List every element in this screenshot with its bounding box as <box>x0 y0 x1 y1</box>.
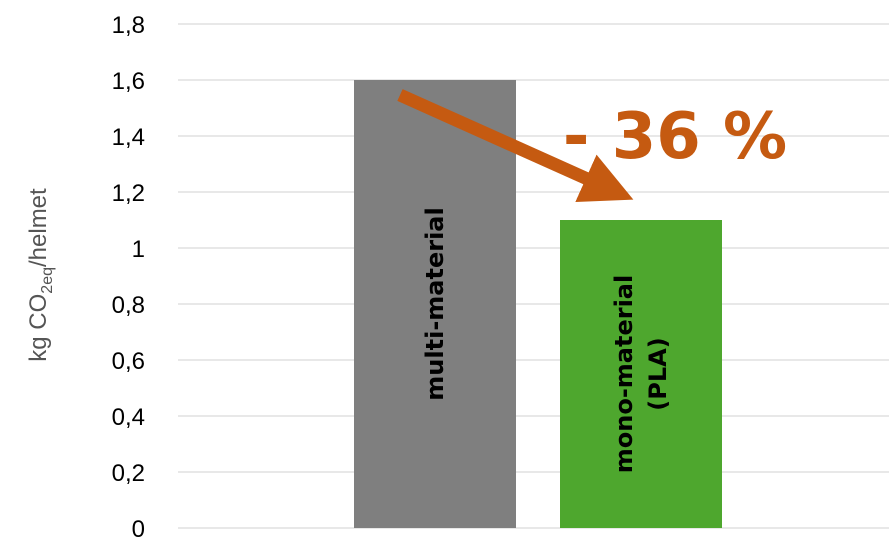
y-tick-label: 0 <box>132 516 145 539</box>
bar-multi-material <box>354 80 516 528</box>
bar-label: (PLA) <box>644 337 672 410</box>
bars <box>354 80 722 528</box>
reduction-callout: - 36 % <box>563 100 787 174</box>
y-tick-label: 0,2 <box>112 460 145 487</box>
y-tick-label: 1,2 <box>112 180 145 207</box>
bar-label: mono-material <box>610 275 638 473</box>
bar-mono-material-pla <box>560 220 722 528</box>
y-tick-label: 0,6 <box>112 348 145 375</box>
bar-label: multi-material <box>421 207 449 400</box>
y-tick-label: 0,8 <box>112 292 145 319</box>
reduction-arrow <box>397 89 634 203</box>
bar-labels: multi-material mono-material (PLA) <box>421 207 672 473</box>
y-tick-label: 1,6 <box>112 68 145 95</box>
y-tick-label: 1,4 <box>112 124 145 151</box>
gridlines <box>178 23 889 529</box>
y-axis-label: kg CO2eq/helmet <box>25 188 56 362</box>
y-tick-label: 0,4 <box>112 404 145 431</box>
y-tick-label: 1,8 <box>112 12 145 39</box>
y-tick-label: 1 <box>132 236 145 263</box>
y-axis-ticks: 0 0,2 0,4 0,6 0,8 1 1,2 1,4 1,6 1,8 <box>112 12 145 539</box>
